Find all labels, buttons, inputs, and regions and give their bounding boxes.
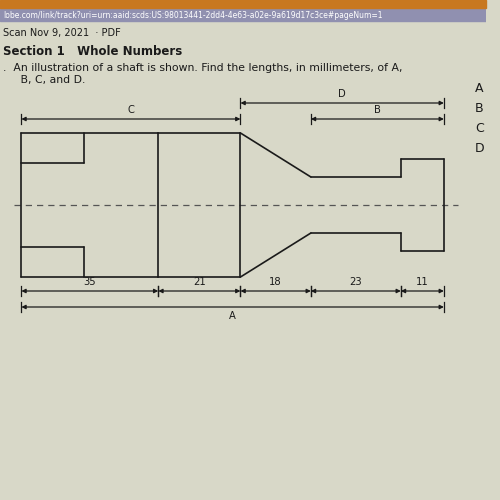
Text: 21: 21 xyxy=(193,277,206,287)
Text: C: C xyxy=(128,105,134,115)
Text: D: D xyxy=(338,89,346,99)
Text: B, C, and D.: B, C, and D. xyxy=(10,75,85,85)
Text: 23: 23 xyxy=(350,277,362,287)
Text: B: B xyxy=(374,105,381,115)
Bar xyxy=(0,8,486,21)
Text: 11: 11 xyxy=(416,277,429,287)
Text: 35: 35 xyxy=(84,277,96,287)
Text: .  An illustration of a shaft is shown. Find the lengths, in millimeters, of A,: . An illustration of a shaft is shown. F… xyxy=(3,63,402,73)
Text: A: A xyxy=(475,82,484,94)
Text: 18: 18 xyxy=(270,277,282,287)
Text: B: B xyxy=(475,102,484,114)
Text: C: C xyxy=(475,122,484,134)
Text: Scan Nov 9, 2021  · PDF: Scan Nov 9, 2021 · PDF xyxy=(3,28,120,38)
Text: D: D xyxy=(475,142,484,154)
Text: A: A xyxy=(229,311,236,321)
Text: Section 1   Whole Numbers: Section 1 Whole Numbers xyxy=(3,44,182,58)
Bar xyxy=(0,0,486,8)
Text: lobe.com/link/track?uri=urn:aaid:scds:US:98013441-2dd4-4e63-a02e-9a619d17c3ce#pa: lobe.com/link/track?uri=urn:aaid:scds:US… xyxy=(3,10,382,20)
